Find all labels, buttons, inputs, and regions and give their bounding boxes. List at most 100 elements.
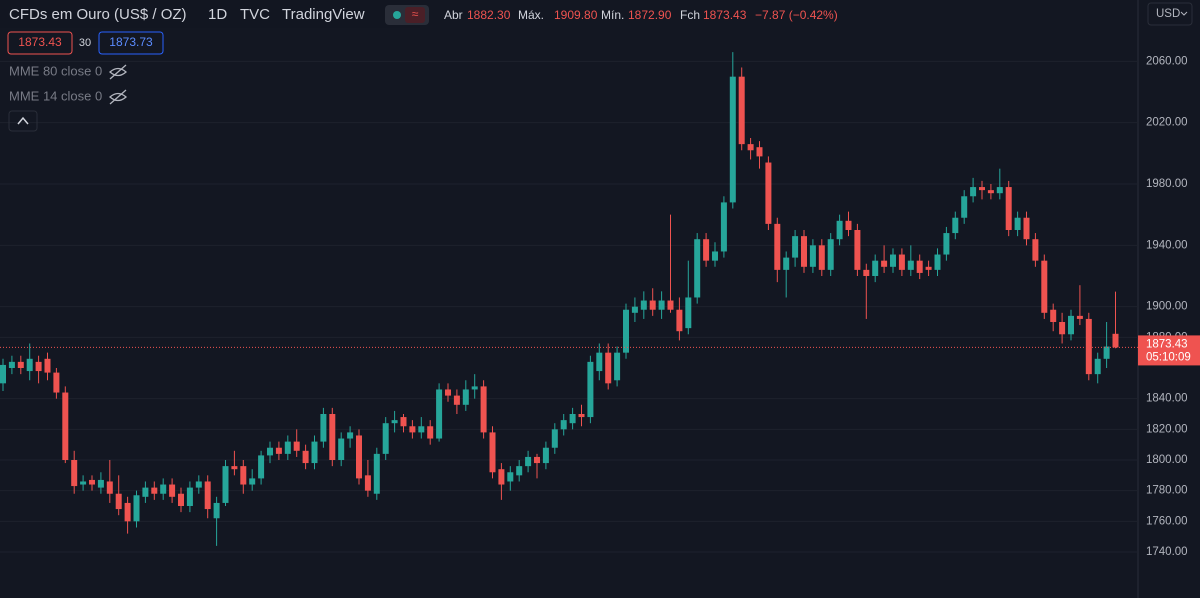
- hidden-icons[interactable]: [109, 64, 127, 105]
- spread: 30: [79, 37, 91, 49]
- bid-box[interactable]: [7, 31, 73, 55]
- candle-body: [907, 260, 914, 270]
- candle-body: [124, 502, 131, 522]
- candle-body: [427, 426, 434, 439]
- candle-body: [534, 456, 540, 464]
- candle-body: [391, 420, 398, 424]
- candle-body: [0, 364, 6, 384]
- candle-body: [151, 487, 158, 494]
- candle-body: [720, 202, 727, 252]
- candle-body: [293, 441, 300, 451]
- y-tick-label: 1780.00: [1146, 485, 1188, 497]
- candle-body: [614, 352, 621, 381]
- collapse-button[interactable]: [8, 110, 38, 132]
- candle-body: [525, 456, 532, 467]
- high-label: Máx.: [518, 8, 544, 22]
- y-tick-label: 2060.00: [1146, 55, 1188, 67]
- source: TVC: [240, 6, 270, 23]
- candle-body: [623, 309, 629, 353]
- candle-body: [1059, 322, 1066, 335]
- candle-body: [845, 220, 852, 230]
- candle-body: [471, 386, 478, 390]
- candle-body: [1041, 260, 1048, 313]
- price-label: 1873.43: [1146, 338, 1188, 350]
- candle-body: [827, 239, 834, 270]
- candle-body: [418, 426, 425, 433]
- candle-body: [489, 432, 496, 473]
- candle-body: [560, 420, 567, 430]
- candle-body: [347, 432, 354, 439]
- y-tick-label: 1820.00: [1146, 423, 1188, 435]
- candle-body: [747, 144, 754, 151]
- candle-body: [925, 266, 932, 270]
- candle-body: [765, 162, 772, 224]
- candle-body: [142, 487, 149, 497]
- y-tick-label: 1740.00: [1146, 546, 1188, 558]
- candle-body: [596, 352, 603, 372]
- indicator: MME 80 close 0: [9, 63, 102, 78]
- candle-body: [26, 358, 33, 372]
- candle-body: [961, 196, 968, 218]
- candle-body: [774, 223, 781, 270]
- candle-body: [987, 190, 994, 194]
- candle-body: [453, 395, 460, 405]
- close: 1873.43: [703, 8, 747, 22]
- candle-body: [587, 361, 594, 418]
- status-dot: [393, 11, 401, 19]
- candle-body: [267, 447, 273, 456]
- candle-body: [836, 220, 843, 240]
- candle-body: [658, 300, 665, 310]
- candle-body: [213, 502, 220, 519]
- candle-body: [462, 389, 469, 405]
- candle-body: [115, 493, 122, 510]
- candle-body: [943, 233, 950, 255]
- candle-body: [373, 453, 380, 494]
- candle-body: [916, 260, 923, 273]
- dropdown-icon: [1180, 11, 1188, 16]
- candle-body: [338, 438, 345, 460]
- ask-box[interactable]: [98, 31, 164, 55]
- candle-body: [640, 300, 647, 310]
- candle-body: [222, 466, 229, 503]
- candle-body: [890, 254, 896, 267]
- candle-body: [382, 423, 389, 454]
- candle-body: [863, 269, 870, 276]
- candle-body: [729, 76, 736, 203]
- candle-body: [631, 306, 638, 313]
- candle-body: [898, 254, 905, 270]
- countdown: 05:10:09: [1146, 351, 1191, 363]
- candle-body: [1023, 217, 1030, 240]
- candle-body: [578, 414, 585, 418]
- candle-body: [1112, 333, 1119, 348]
- candle-body: [667, 300, 674, 310]
- high: 1909.80: [554, 8, 598, 22]
- candle-body: [979, 187, 985, 191]
- candle-body: [551, 429, 558, 448]
- y-tick-label: 1840.00: [1146, 393, 1188, 405]
- candle-body: [53, 372, 60, 393]
- candle-body: [364, 475, 371, 491]
- candle-body: [685, 297, 692, 329]
- candle-body: [249, 478, 256, 485]
- currency: USD: [1156, 8, 1180, 20]
- low-label: Mín.: [601, 8, 624, 22]
- candle-body: [809, 245, 816, 267]
- candle-body: [1050, 309, 1057, 322]
- candle-body: [178, 493, 184, 506]
- candle-body: [106, 481, 113, 494]
- currency-select[interactable]: [1147, 2, 1193, 26]
- candle-body: [258, 455, 265, 479]
- y-tick-label: 1800.00: [1146, 454, 1188, 466]
- candle-body: [712, 251, 718, 261]
- candle-body: [756, 147, 763, 157]
- candle-body: [8, 361, 15, 368]
- candle-body: [801, 236, 807, 267]
- candle-body: [498, 469, 505, 485]
- candle-body: [1068, 315, 1074, 335]
- candle-body: [569, 414, 576, 424]
- candle-body: [400, 417, 407, 427]
- candle-body: [1103, 346, 1110, 359]
- candle-body: [311, 441, 318, 464]
- close-label: Fch: [680, 8, 700, 22]
